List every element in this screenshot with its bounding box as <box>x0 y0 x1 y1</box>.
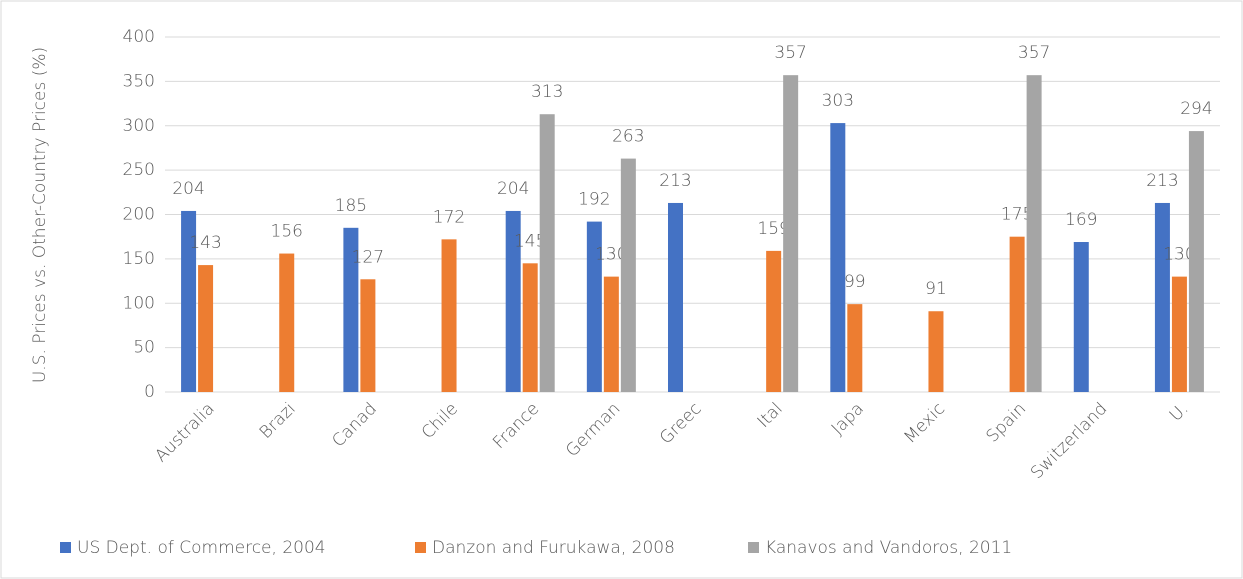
data-label: 175 <box>1001 205 1033 225</box>
bar <box>1073 242 1089 392</box>
data-label: 263 <box>612 127 644 147</box>
bar <box>1154 202 1170 392</box>
data-label: 294 <box>1180 99 1212 119</box>
data-label: 303 <box>822 91 854 111</box>
bar <box>586 221 602 392</box>
bar <box>522 263 538 392</box>
y-tick-label: 250 <box>123 160 155 180</box>
data-label: 204 <box>497 179 529 199</box>
y-tick-label: 200 <box>123 205 155 225</box>
bar <box>539 114 555 393</box>
bar <box>830 123 846 393</box>
legend-label: US Dept. of Commerce, 2004 <box>77 538 326 558</box>
data-label: 156 <box>271 222 303 242</box>
data-label: 192 <box>578 190 610 210</box>
y-tick-label: 300 <box>123 116 155 136</box>
bar <box>343 227 359 392</box>
data-label: 313 <box>531 82 563 102</box>
legend-label: Danzon and Furukawa, 2008 <box>432 538 675 558</box>
data-label: 130 <box>595 245 627 265</box>
y-tick-label: 50 <box>133 338 155 358</box>
data-label: 169 <box>1065 210 1097 230</box>
data-label: 91 <box>925 279 947 299</box>
legend-swatch <box>748 542 759 553</box>
data-label: 145 <box>514 231 546 251</box>
bar <box>766 250 782 392</box>
bar <box>928 311 944 392</box>
bar <box>1026 75 1042 392</box>
bar <box>279 253 295 392</box>
bar <box>505 210 521 392</box>
y-tick-label: 150 <box>123 249 155 269</box>
bar <box>668 202 683 392</box>
data-label: 99 <box>844 272 866 292</box>
data-label: 159 <box>757 219 789 239</box>
bar <box>1009 236 1025 392</box>
legend-swatch <box>60 542 71 553</box>
data-label: 143 <box>189 233 221 253</box>
bar <box>181 210 197 392</box>
bar <box>603 276 619 392</box>
y-tick-label: 100 <box>123 293 155 313</box>
bar <box>847 304 863 392</box>
y-tick-label: 400 <box>123 27 155 47</box>
data-label: 357 <box>774 43 806 63</box>
bar <box>360 279 376 392</box>
y-tick-label: 350 <box>123 71 155 91</box>
data-label: 357 <box>1018 43 1050 63</box>
y-tick-label: 0 <box>144 382 155 402</box>
data-label: 213 <box>1146 171 1178 191</box>
bar <box>1171 276 1187 392</box>
data-label: 130 <box>1163 245 1195 265</box>
bar <box>441 239 457 392</box>
legend-swatch <box>415 542 426 553</box>
bar <box>1188 131 1204 392</box>
y-axis-label: U.S. Prices vs. Other-Country Prices (%) <box>30 47 50 383</box>
data-label: 185 <box>335 196 367 216</box>
data-label: 204 <box>172 179 204 199</box>
data-label: 127 <box>352 247 384 267</box>
data-label: 213 <box>659 171 691 191</box>
bar <box>620 158 636 392</box>
data-label: 172 <box>433 207 465 227</box>
legend-label: Kanavos and Vandoros, 2011 <box>765 538 1012 558</box>
bar <box>783 75 799 392</box>
bar <box>198 265 214 392</box>
